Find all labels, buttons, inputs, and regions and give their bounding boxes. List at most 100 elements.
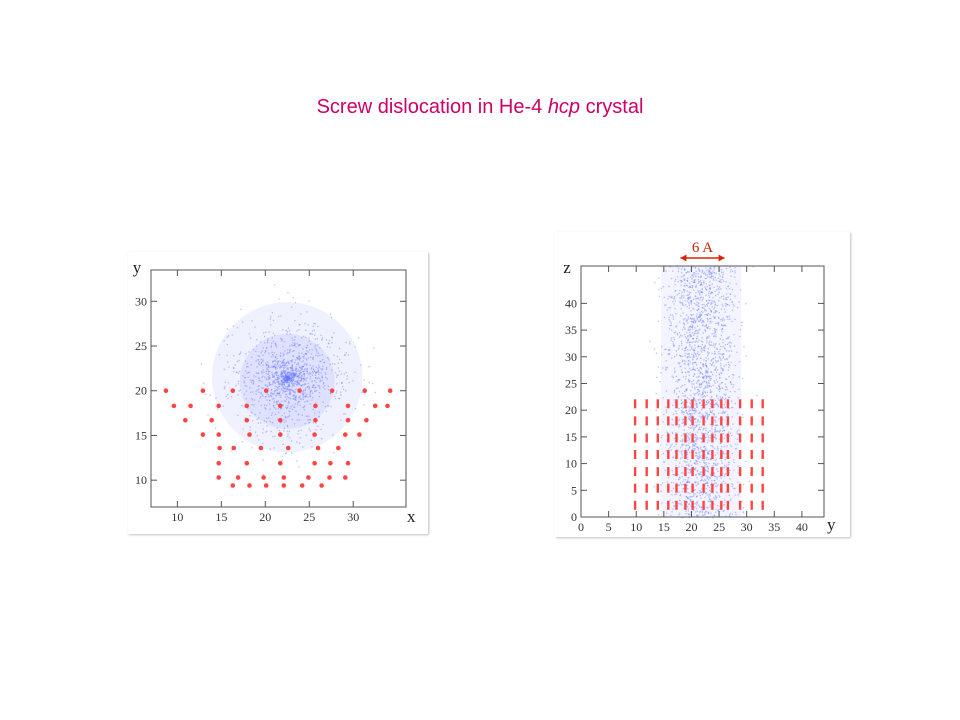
density-point xyxy=(286,382,288,384)
density-point xyxy=(278,315,280,318)
density-point xyxy=(737,433,739,435)
density-point xyxy=(697,394,699,396)
density-point xyxy=(312,396,314,399)
density-point xyxy=(215,427,217,429)
density-point xyxy=(297,403,299,406)
density-point xyxy=(673,482,675,484)
density-point xyxy=(707,327,709,329)
density-point xyxy=(713,496,715,499)
density-point xyxy=(309,395,311,398)
density-point xyxy=(684,285,686,287)
density-point xyxy=(686,461,688,463)
density-point xyxy=(723,411,725,414)
density-point xyxy=(294,396,296,398)
density-point xyxy=(284,374,287,377)
density-point xyxy=(715,485,717,487)
lattice-point xyxy=(244,417,250,423)
density-point xyxy=(710,445,712,447)
density-point xyxy=(295,373,297,375)
density-point xyxy=(697,282,699,284)
lattice-mark xyxy=(738,433,742,443)
density-point xyxy=(310,390,312,393)
density-point xyxy=(711,291,713,294)
density-point xyxy=(284,387,286,389)
density-point xyxy=(729,271,732,273)
density-point xyxy=(298,375,300,377)
density-point xyxy=(709,320,712,322)
density-point xyxy=(723,298,725,300)
density-point xyxy=(289,393,291,395)
lattice-mark xyxy=(645,483,648,493)
density-point xyxy=(292,355,294,357)
density-point xyxy=(223,340,225,342)
density-point xyxy=(281,338,283,340)
density-point xyxy=(728,514,731,516)
density-point xyxy=(327,389,330,391)
density-point xyxy=(714,436,716,438)
density-point xyxy=(699,315,702,317)
density-point xyxy=(709,493,711,495)
density-point xyxy=(728,342,730,344)
density-point xyxy=(302,371,305,373)
density-point xyxy=(673,437,675,440)
density-point xyxy=(265,365,267,367)
density-point xyxy=(722,305,724,307)
density-point xyxy=(265,370,267,373)
density-point xyxy=(683,289,685,291)
density-point xyxy=(734,267,736,269)
density-point xyxy=(718,356,721,358)
density-point xyxy=(696,446,698,448)
density-point xyxy=(702,320,704,322)
density-point xyxy=(695,355,697,357)
density-point xyxy=(703,365,705,367)
density-point xyxy=(266,369,268,371)
density-point xyxy=(721,328,723,330)
density-point xyxy=(678,418,681,420)
density-point xyxy=(709,477,711,479)
density-point xyxy=(725,338,727,340)
density-point xyxy=(698,270,700,272)
density-point xyxy=(682,422,685,424)
density-point xyxy=(687,449,690,451)
density-point xyxy=(694,331,696,333)
density-point xyxy=(288,372,290,374)
density-point xyxy=(689,286,692,288)
density-point xyxy=(705,310,707,312)
density-point xyxy=(298,352,300,354)
density-point xyxy=(288,384,290,386)
lattice-mark xyxy=(656,467,659,477)
density-point xyxy=(724,474,726,476)
density-point xyxy=(282,361,284,363)
density-point xyxy=(689,460,692,462)
x-tick-label: 25 xyxy=(303,510,315,524)
density-point xyxy=(705,283,707,285)
density-point xyxy=(668,307,670,309)
density-point xyxy=(696,469,698,472)
density-point xyxy=(272,374,274,377)
density-point xyxy=(277,392,279,394)
density-point xyxy=(694,319,696,321)
density-point xyxy=(321,339,323,341)
density-point xyxy=(706,382,708,384)
density-point xyxy=(698,504,700,506)
density-point xyxy=(308,415,310,417)
density-point xyxy=(290,378,292,380)
density-point xyxy=(716,449,719,451)
density-point xyxy=(280,352,282,354)
density-point xyxy=(299,376,301,378)
density-point xyxy=(257,363,260,365)
density-point xyxy=(690,470,692,473)
lattice-point xyxy=(200,432,206,437)
density-point xyxy=(687,508,689,510)
density-point xyxy=(289,381,291,383)
density-point xyxy=(722,280,725,282)
density-point xyxy=(671,470,673,472)
density-point xyxy=(684,278,686,280)
density-point xyxy=(289,378,291,381)
density-point xyxy=(688,465,690,467)
density-point xyxy=(696,391,698,394)
density-point xyxy=(696,515,699,517)
density-point xyxy=(714,482,716,484)
density-point xyxy=(280,337,282,339)
density-point xyxy=(707,368,709,370)
